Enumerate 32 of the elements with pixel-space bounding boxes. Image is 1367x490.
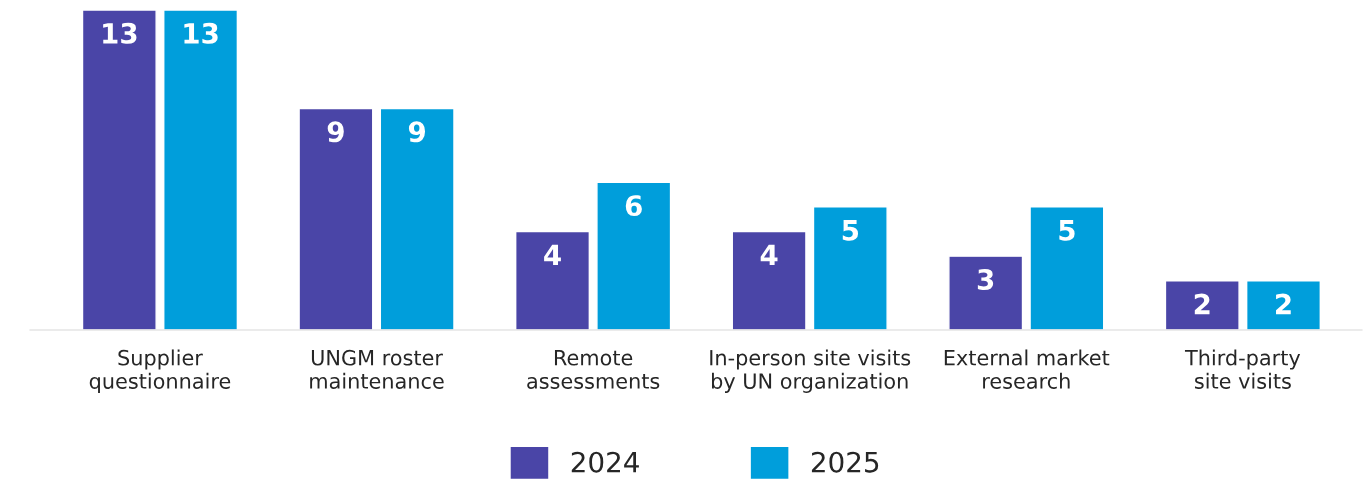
bar bbox=[163, 10, 239, 330]
data-label: 5 bbox=[1059, 220, 1075, 241]
bar bbox=[731, 230, 807, 330]
data-label: 9 bbox=[408, 121, 426, 143]
bar bbox=[298, 107, 374, 330]
x-tick-label: External market research bbox=[944, 349, 1110, 389]
data-label: 6 bbox=[625, 195, 642, 217]
data-label: 2 bbox=[1276, 293, 1291, 315]
data-label: 4 bbox=[544, 244, 561, 265]
bar bbox=[379, 107, 455, 330]
bar bbox=[812, 206, 888, 330]
bar bbox=[514, 230, 591, 330]
bar bbox=[1029, 206, 1105, 330]
x-tick-label: Remote assessments bbox=[527, 350, 660, 389]
legend-label: 2024 bbox=[571, 451, 639, 473]
data-label: 5 bbox=[842, 220, 859, 241]
data-label: 9 bbox=[327, 121, 344, 143]
x-tick-label: UNGM roster maintenance bbox=[310, 349, 444, 389]
bar bbox=[948, 255, 1024, 330]
data-label: 4 bbox=[760, 244, 778, 265]
legend-label: 2025 bbox=[811, 451, 879, 473]
x-tick-label: Supplier questionnaire bbox=[89, 349, 231, 393]
data-label: 2 bbox=[1194, 293, 1210, 315]
data-label: 3 bbox=[977, 268, 994, 290]
x-tick-label: Third-party site visits bbox=[1184, 349, 1301, 389]
bar bbox=[1245, 280, 1322, 330]
bar bbox=[596, 181, 672, 330]
x-tick-label: In-person site visits by UN organization bbox=[710, 349, 911, 393]
data-label: 13 bbox=[103, 22, 137, 44]
bar bbox=[81, 10, 157, 330]
bar bbox=[1164, 280, 1240, 330]
data-label: 13 bbox=[184, 22, 218, 44]
